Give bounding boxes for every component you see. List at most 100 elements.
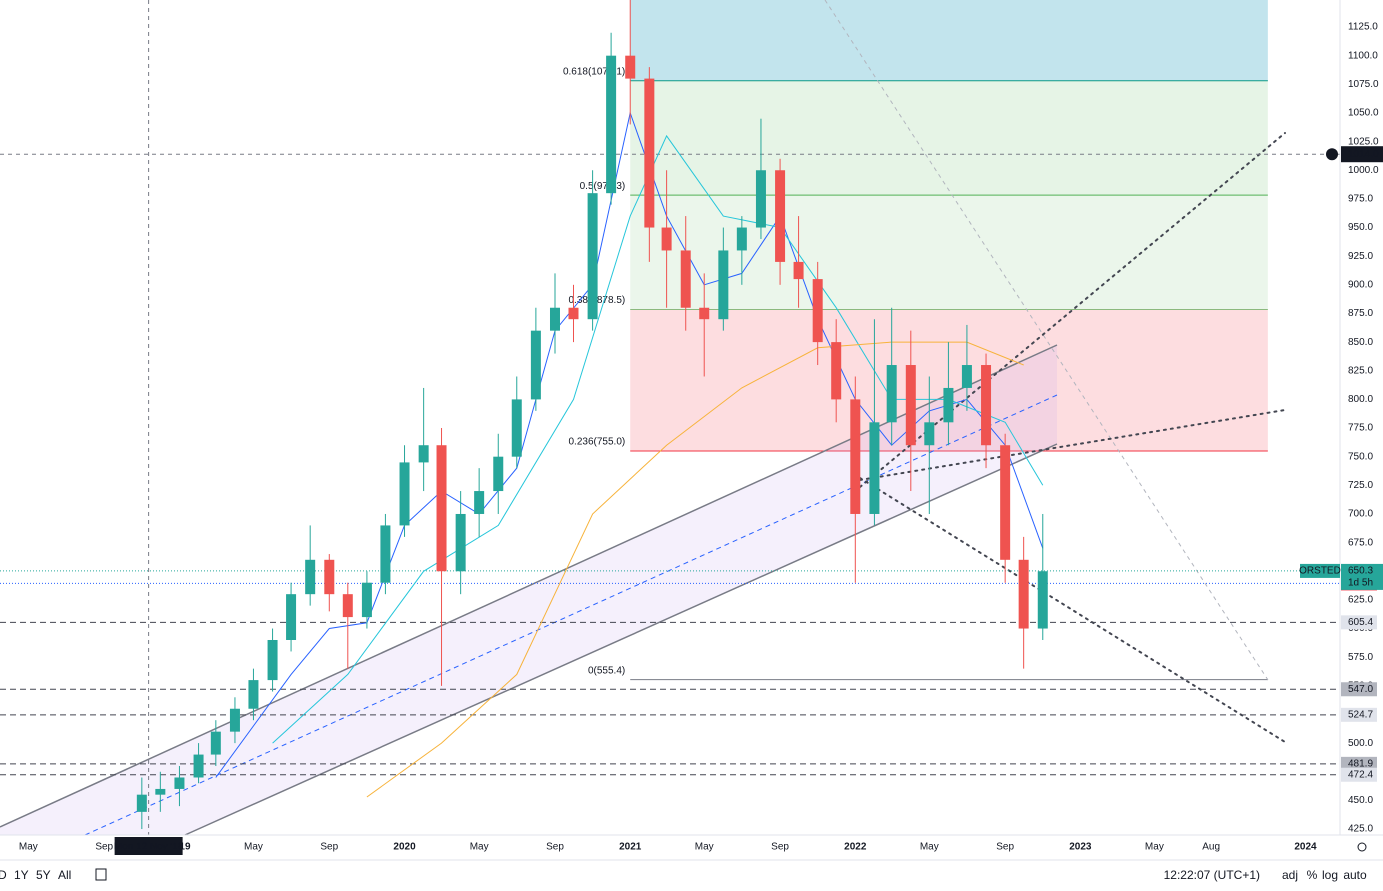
- option-button[interactable]: log: [1322, 868, 1338, 882]
- y-tick-label: 675.0: [1348, 537, 1373, 548]
- fib-label: 0.618(1078.1): [563, 66, 625, 77]
- x-tick-label: May: [470, 842, 489, 853]
- y-tick-label: 575.0: [1348, 652, 1373, 663]
- candle-body: [380, 525, 391, 583]
- channel-fill: [0, 345, 1057, 835]
- y-tick-label: 900.0: [1348, 279, 1373, 290]
- candle-body: [1000, 445, 1011, 560]
- y-tick-label: 875.0: [1348, 308, 1373, 319]
- candle-body: [736, 227, 747, 251]
- candle-body: [342, 594, 353, 618]
- y-tick-label: 1050.0: [1348, 108, 1379, 119]
- x-tick-label: 2020: [393, 842, 416, 853]
- candle-body: [961, 365, 972, 388]
- trend-line: [859, 409, 1286, 481]
- last-price-box: [1341, 563, 1383, 590]
- settings-icon[interactable]: [1357, 842, 1367, 852]
- y-tick-label: 975.0: [1348, 194, 1373, 205]
- crosshair-x-box: [114, 837, 183, 855]
- moving-average: [272, 134, 1044, 744]
- range-button[interactable]: All: [58, 868, 71, 882]
- candle-body: [869, 422, 880, 514]
- x-tick-label: Sep: [95, 842, 113, 853]
- candle-body: [286, 594, 297, 640]
- candle-body: [210, 731, 221, 755]
- candle-body: [361, 582, 372, 618]
- range-button[interactable]: 5Y: [36, 868, 51, 882]
- x-tick-label: May: [695, 842, 714, 853]
- candle-body: [324, 559, 335, 595]
- moving-average: [366, 341, 1024, 798]
- x-tick-label: Sep: [771, 842, 789, 853]
- x-tick-label: 2022: [844, 842, 867, 853]
- candle-body: [831, 342, 842, 400]
- candle-body: [850, 399, 861, 514]
- x-tick-label: Sep: [546, 842, 564, 853]
- y-tick-label: 625.0: [1348, 595, 1373, 606]
- x-tick-label: May: [244, 842, 263, 853]
- fib-zone: [630, 0, 1268, 81]
- add-button[interactable]: [1326, 148, 1338, 161]
- price-label-box: [1341, 707, 1377, 722]
- candle-body: [924, 422, 935, 446]
- price-label: 547.0: [1348, 684, 1373, 695]
- y-tick-label: 500.0: [1348, 738, 1373, 749]
- candle-body: [1037, 571, 1048, 629]
- option-button[interactable]: auto: [1343, 868, 1367, 882]
- y-tick-label: 825.0: [1348, 365, 1373, 376]
- candle-body: [661, 227, 672, 251]
- plot-area: 0.618(1078.1)0.5(978.3)0.382(878.5)0.236…: [0, 0, 1340, 836]
- countdown-label: 1d 5h: [1348, 578, 1373, 589]
- candle-body: [229, 708, 240, 732]
- fib-zone: [630, 0, 1268, 81]
- y-tick-label: 425.0: [1348, 824, 1373, 835]
- candle-body: [1018, 559, 1029, 629]
- range-button[interactable]: 1Y: [14, 868, 29, 882]
- y-tick-label: 1000.0: [1348, 165, 1379, 176]
- channel-median: [84, 394, 1058, 836]
- candle-body: [943, 387, 954, 423]
- candle-body: [136, 794, 147, 812]
- candle-body: [680, 250, 691, 308]
- price-label-box: [1341, 615, 1377, 630]
- clock: 12:22:07 (UTC+1): [1164, 868, 1260, 882]
- channel-lower: [184, 443, 1058, 836]
- y-tick-label: 1125.0: [1348, 22, 1378, 33]
- x-tick-label: Sep: [996, 842, 1014, 853]
- y-tick-label: 1075.0: [1348, 79, 1379, 90]
- y-tick-label: 1100.0: [1348, 50, 1378, 61]
- x-tick-label: 2023: [1069, 842, 1092, 853]
- date-range-icon[interactable]: [95, 868, 107, 881]
- candle-body: [812, 279, 823, 343]
- candle-body: [755, 170, 766, 228]
- candle-body: [793, 261, 804, 280]
- candle-body: [155, 788, 166, 795]
- candle-body: [587, 193, 598, 320]
- candle-body: [549, 307, 560, 331]
- y-tick-label: 950.0: [1348, 222, 1373, 233]
- y-tick-label: 800.0: [1348, 394, 1373, 405]
- y-tick-label: 700.0: [1348, 509, 1373, 520]
- candle-body: [886, 365, 897, 423]
- range-button[interactable]: D: [0, 868, 7, 882]
- price-label-box: [1341, 756, 1377, 771]
- candle-body: [606, 55, 617, 194]
- y-tick-label: 1025.0: [1348, 136, 1379, 147]
- y-tick-label: 725.0: [1348, 480, 1373, 491]
- option-button[interactable]: %: [1307, 868, 1318, 882]
- price-label-box: [1341, 682, 1377, 697]
- fib-label: 0.5(978.3): [580, 181, 626, 192]
- fib-retracement: 0.618(1078.1)0.5(978.3)0.382(878.5)0.236…: [563, 0, 1268, 681]
- candle-body: [174, 777, 185, 789]
- price-label: 481.9: [1348, 758, 1373, 769]
- x-tick-label: Sep: [320, 842, 338, 853]
- x-tick-label: Aug: [1202, 842, 1220, 853]
- candle-body: [248, 680, 259, 709]
- crosshair-x-label: Mon 12 Nov '18: [114, 842, 184, 853]
- option-button[interactable]: adj: [1282, 868, 1298, 882]
- candle-body: [474, 491, 485, 514]
- symbol-label: ORSTED: [1299, 566, 1341, 577]
- price-label-box: [1341, 767, 1377, 782]
